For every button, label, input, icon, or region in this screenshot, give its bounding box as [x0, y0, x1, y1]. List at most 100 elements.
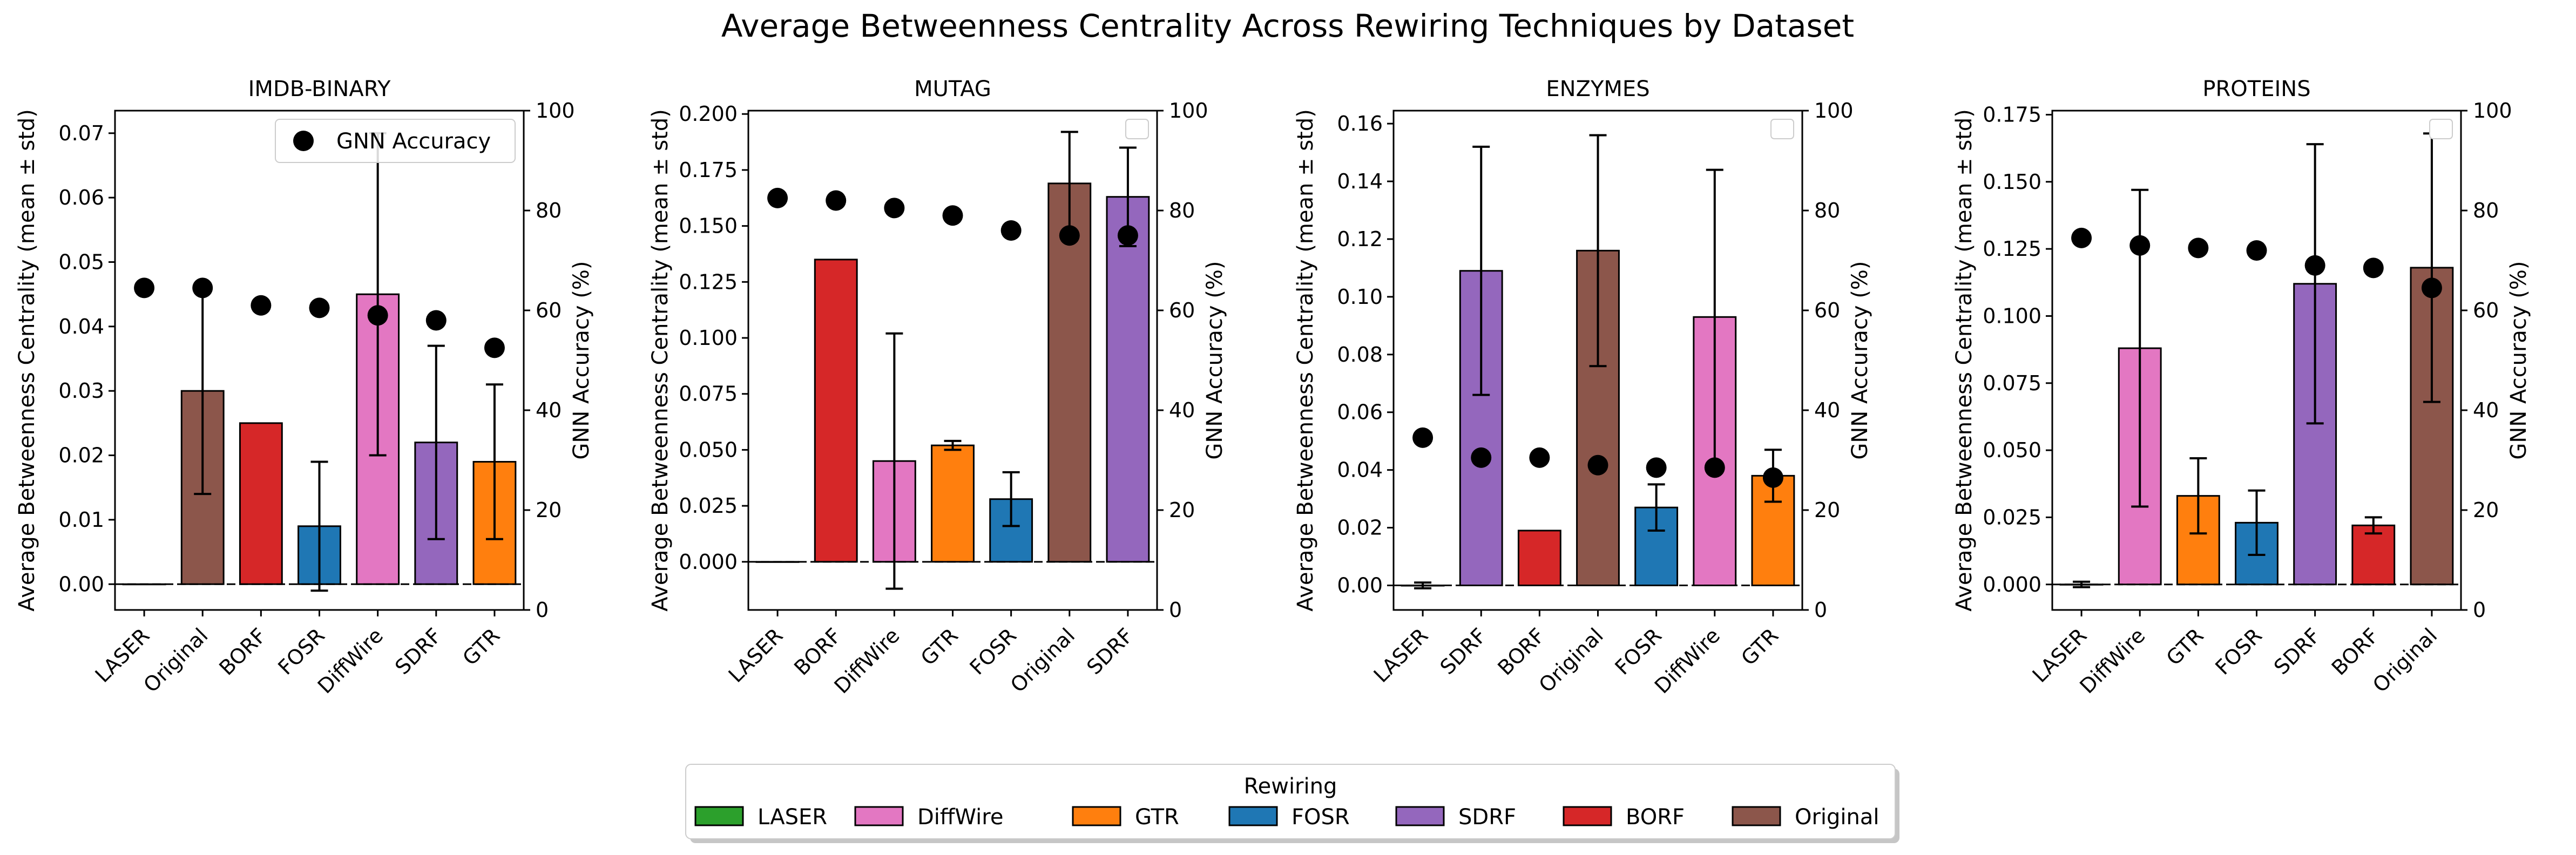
y-tick-label: 0.075 [1983, 371, 2041, 395]
y2-tick-label: 0 [1814, 598, 1827, 622]
accuracy-point-borf [2363, 257, 2384, 279]
y-tick-label: 0.200 [679, 102, 738, 126]
panel-title: ENZYMES [1546, 77, 1649, 101]
legend-label: FOSR [1292, 805, 1350, 830]
y2-tick-label: 0 [2473, 598, 2486, 622]
legend-item-borf: BORF [1563, 805, 1685, 830]
figure-title: Average Betweenness Centrality Across Re… [721, 8, 1854, 44]
error-bar-original [1589, 134, 1607, 368]
y-tick-label: 0.02 [58, 444, 104, 467]
accuracy-point-borf [826, 190, 847, 211]
y2-tick-label: 60 [2473, 298, 2499, 322]
accuracy-point-original [192, 277, 213, 298]
y-tick-label: 0.050 [679, 438, 738, 462]
y-tick-label: 0.175 [1983, 103, 2041, 126]
y-tick-label: 0.12 [1337, 227, 1383, 251]
legend-item-laser: LASER [694, 805, 827, 830]
error-bar-sdrf [427, 344, 445, 540]
error-bar-gtr [944, 439, 962, 451]
y2-tick-label: 100 [536, 99, 575, 123]
legend-item-gtr: GTR [1072, 805, 1179, 830]
accuracy-point-fosr [1646, 457, 1667, 478]
y-tick-label: 0.01 [58, 508, 104, 532]
empty-legend-box [2429, 119, 2453, 139]
y-tick-label: 0.125 [1983, 237, 2041, 261]
y2-tick-label: 0 [1169, 598, 1182, 622]
error-bar-fosr [1647, 483, 1665, 532]
accuracy-point-gtr [942, 205, 963, 226]
accuracy-point-laser [1412, 427, 1434, 448]
legend-item-original: Original [1732, 805, 1879, 830]
y2-axis-label: GNN Accuracy (%) [569, 261, 594, 459]
y2-axis-label: GNN Accuracy (%) [2506, 261, 2531, 459]
empty-legend-box [1770, 119, 1794, 139]
accuracy-point-sdrf [1117, 225, 1138, 246]
y-tick-label: 0.150 [679, 214, 738, 238]
y-tick-label: 0.03 [58, 379, 104, 403]
error-bar-gtr [485, 383, 503, 540]
legend-title: Rewiring [1244, 774, 1337, 799]
legend-swatch [1563, 806, 1612, 826]
y2-tick-label: 60 [536, 298, 562, 322]
y2-tick-label: 40 [1169, 398, 1195, 422]
error-bar-gtr [2189, 457, 2207, 535]
accuracy-point-laser [2071, 227, 2092, 248]
accuracy-point-gtr [2188, 238, 2209, 259]
y2-axis-label: GNN Accuracy (%) [1848, 261, 1872, 459]
bar-borf [2351, 524, 2396, 586]
y2-tick-label: 80 [1169, 199, 1195, 222]
y-tick-label: 0.16 [1337, 112, 1383, 135]
legend-label: DiffWire [917, 805, 1003, 830]
accuracy-point-gtr [484, 337, 505, 358]
legend-swatch [1732, 806, 1781, 826]
legend-label: GTR [1135, 805, 1179, 830]
y2-tick-label: 20 [1169, 498, 1195, 522]
y-tick-label: 0.00 [1337, 574, 1383, 598]
legend-swatch [694, 806, 744, 826]
y2-tick-label: 60 [1814, 298, 1840, 322]
y2-tick-label: 80 [536, 199, 562, 222]
y2-tick-label: 40 [2473, 398, 2499, 422]
bar-borf [1517, 530, 1561, 587]
y-tick-label: 0.050 [1983, 438, 2041, 462]
accuracy-point-original [2421, 277, 2442, 298]
y-tick-label: 0.175 [679, 158, 738, 182]
error-bar-sdrf [2306, 143, 2324, 425]
y-tick-label: 0.150 [1983, 170, 2041, 194]
bar-fosr [989, 498, 1033, 563]
error-bar-sdrf [1472, 145, 1490, 396]
bar-sdrf [1106, 196, 1150, 563]
y-tick-label: 0.04 [1337, 458, 1383, 482]
y2-tick-label: 80 [2473, 199, 2499, 222]
accuracy-point-sdrf [1471, 447, 1492, 468]
rewiring-legend: Rewiring LASER DiffWire GTR FOSR SDRF BORF Orig… [685, 764, 1899, 843]
legend-label: Original [1795, 805, 1879, 830]
accuracy-point-diffwire [2129, 235, 2151, 256]
accuracy-point-sdrf [2304, 255, 2325, 276]
y2-tick-label: 80 [1814, 199, 1840, 222]
legend-swatch [854, 806, 904, 826]
y2-axis-label: GNN Accuracy (%) [1202, 261, 1227, 459]
accuracy-point-borf [251, 295, 272, 316]
y-tick-label: 0.07 [58, 121, 104, 145]
y-tick-label: 0.000 [1983, 573, 2041, 596]
accuracy-point-diffwire [367, 305, 388, 326]
y2-tick-label: 100 [2473, 99, 2512, 123]
y-axis-label: Average Betweenness Centrality (mean ± s… [1952, 109, 1977, 612]
y-tick-label: 0.02 [1337, 516, 1383, 540]
y-tick-label: 0.10 [1337, 285, 1383, 309]
y-tick-label: 0.05 [58, 250, 104, 274]
y-axis-label: Average Betweenness Centrality (mean ± s… [15, 109, 39, 612]
error-bar-fosr [310, 460, 328, 592]
y2-tick-label: 40 [1814, 398, 1840, 422]
accuracy-point-original [1059, 225, 1080, 246]
accuracy-legend: GNN Accuracy [275, 119, 516, 163]
accuracy-point-borf [1529, 447, 1550, 468]
panel-title: PROTEINS [2202, 77, 2310, 101]
panel-title: MUTAG [914, 77, 991, 101]
legend-item-fosr: FOSR [1228, 805, 1350, 830]
bar-borf [239, 422, 283, 585]
empty-legend-box [1125, 119, 1149, 139]
accuracy-point-diffwire [1704, 457, 1725, 478]
y-tick-label: 0.025 [1983, 505, 2041, 529]
